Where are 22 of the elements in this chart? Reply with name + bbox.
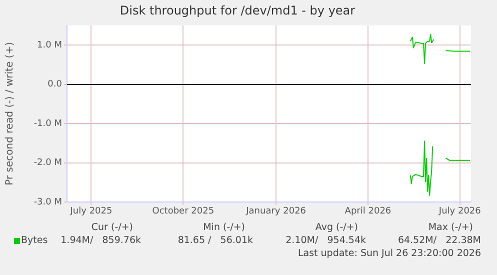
chart-title: Disk throughput for /dev/md1 - by year bbox=[120, 3, 356, 18]
text: Cur (-/+) bbox=[91, 222, 133, 233]
x-tick-label: July 2026 bbox=[438, 206, 482, 217]
legend-label: Bytes bbox=[20, 235, 48, 246]
text: Min (-/+) bbox=[203, 222, 245, 233]
text: 1.94M/ 859.76k bbox=[60, 235, 141, 246]
y-axis-title: Pr second read (-) / write (+) bbox=[4, 42, 16, 186]
text: Avg (-/+) bbox=[315, 222, 358, 233]
text: 2.10M/ 954.54k bbox=[286, 235, 366, 246]
x-tick-label: July 2025 bbox=[69, 206, 112, 217]
y-tick-label: 0.0 bbox=[48, 80, 62, 90]
x-tick-label: April 2026 bbox=[344, 206, 392, 217]
text: 64.52M/ 22.38M bbox=[398, 235, 481, 246]
x-tick-label: October 2025 bbox=[152, 206, 214, 217]
y-tick-label: -2.0 M bbox=[34, 158, 62, 168]
x-tick-label: January 2026 bbox=[245, 206, 306, 217]
text: Last update: Sun Jul 26 23:20:00 2026 bbox=[298, 248, 481, 259]
y-tick-label: -3.0 M bbox=[34, 197, 62, 208]
y-tick-label: 1.0 M bbox=[37, 40, 62, 50]
y-tick-label: -1.0 M bbox=[34, 118, 62, 129]
text: Max (-/+) bbox=[428, 222, 473, 233]
text: 81.65 / 56.01k bbox=[178, 235, 253, 246]
